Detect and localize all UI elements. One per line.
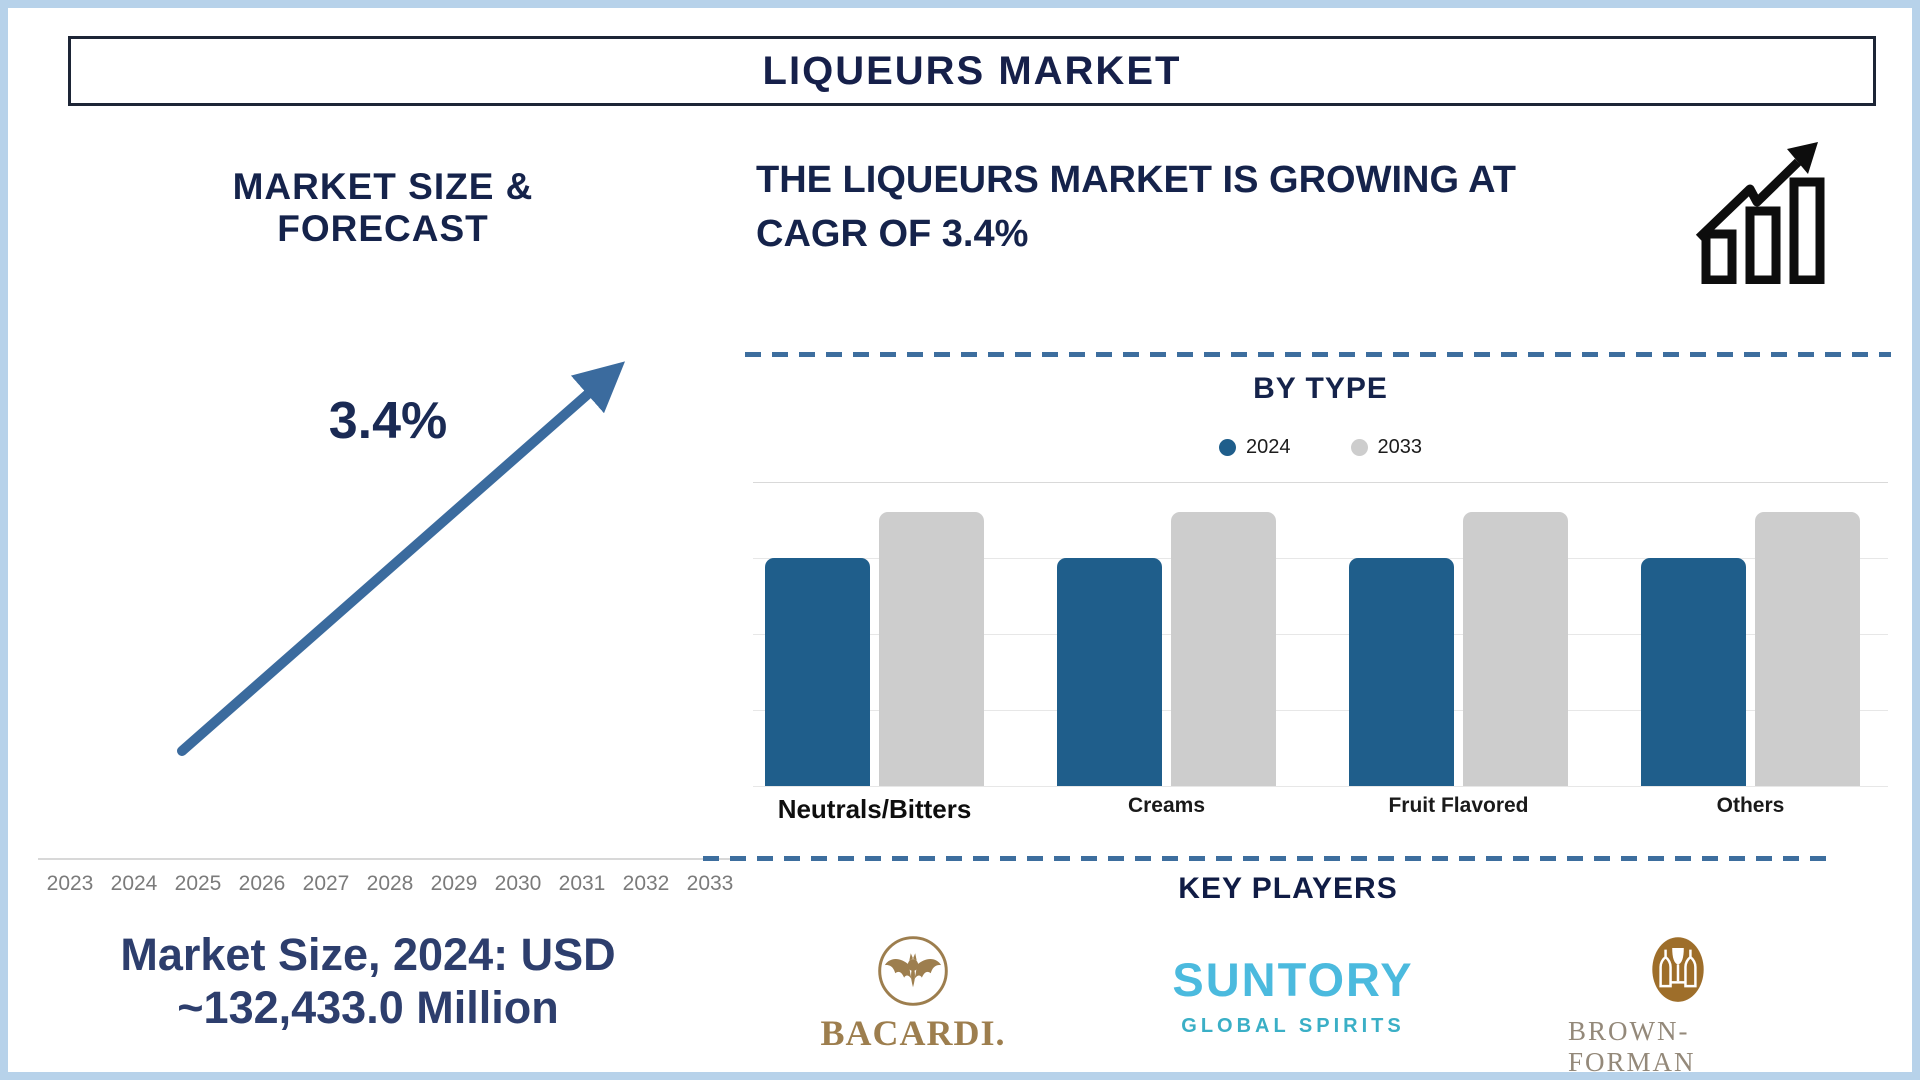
growth-chart-icon (1695, 142, 1825, 284)
year-label: 2027 (302, 872, 350, 895)
gridline (753, 634, 1888, 635)
year-label: 2024 (110, 872, 158, 895)
title-box: LIQUEURS MARKET (68, 36, 1876, 106)
by-type-groups (753, 482, 1888, 786)
legend-label: 2024 (1246, 436, 1291, 458)
bacardi-wordmark: BACARDI. (820, 1013, 1006, 1053)
year-label: 2023 (46, 872, 94, 895)
by-type-bar-2024 (1349, 558, 1454, 786)
by-type-bar-2033 (879, 512, 984, 786)
legend-item-2033: 2033 (1350, 436, 1423, 459)
market-size-bars (38, 396, 742, 860)
legend-label: 2033 (1377, 436, 1423, 458)
by-type-bar-2033 (1463, 512, 1568, 786)
brown-forman-wordmark: BROWN-FORMAN (1568, 1016, 1696, 1077)
market-size-caption: Market Size, 2024: USD ~132,433.0 Millio… (33, 928, 703, 1034)
key-players-title: KEY PLAYERS (1178, 872, 1398, 905)
by-type-group (765, 482, 984, 786)
legend-item-2024: 2024 (1219, 436, 1291, 459)
growth-headline-line2: CAGR OF 3.4% (756, 212, 1029, 255)
year-label: 2032 (622, 872, 670, 895)
dashed-divider-bottom (703, 856, 1828, 861)
bat-emblem-icon (878, 936, 948, 1006)
by-type-bar-2033 (1171, 512, 1276, 786)
by-type-bar-2024 (765, 558, 870, 786)
year-label: 2030 (494, 872, 542, 895)
legend-dot (1219, 439, 1236, 456)
year-label: 2029 (430, 872, 478, 895)
by-type-group (1349, 482, 1568, 786)
by-type-category-label: Neutrals/Bitters (777, 794, 972, 824)
year-label: 2026 (238, 872, 286, 895)
market-size-caption-line2: ~132,433.0 Million (177, 982, 559, 1034)
year-label: 2033 (686, 872, 734, 895)
market-size-section-title: MARKET SIZE & FORECAST (232, 166, 534, 249)
gridline (753, 710, 1888, 711)
legend-dot (1350, 439, 1368, 456)
gridline (753, 558, 1888, 559)
by-type-bar-2033 (1755, 512, 1860, 786)
cagr-label: 3.4% (328, 392, 448, 450)
market-size-caption-line1: Market Size, 2024: USD (120, 929, 616, 980)
by-type-labels: Neutrals/Bitters Creams Fruit Flavored Othe… (753, 794, 1888, 825)
year-label: 2031 (558, 872, 606, 895)
market-size-years: 2023 2024 2025 2026 2027 2028 2029 2030 2031 2032… (38, 872, 742, 896)
by-type-bar-2024 (1057, 558, 1162, 786)
page-title: LIQUEURS MARKET (762, 48, 1182, 93)
by-type-plot (753, 482, 1888, 787)
gridline (753, 482, 1888, 483)
bacardi-logo: BACARDI. (798, 934, 1028, 1054)
bottle-and-glass-emblem-icon (1652, 937, 1704, 1002)
growth-headline-line1: THE LIQUEURS MARKET IS GROWING AT (756, 159, 1516, 201)
dashed-divider-top (745, 352, 1891, 357)
year-label: 2025 (174, 872, 222, 895)
brown-forman-logo: BROWN-FORMAN (1568, 934, 1788, 1077)
by-type-bar-2024 (1641, 558, 1746, 786)
by-type-legend: 2024 2033 (753, 436, 1888, 459)
suntory-logo: SUNTORY GLOBAL SPIRITS (1138, 952, 1448, 1038)
by-type-group (1641, 482, 1860, 786)
gridline (753, 786, 1888, 787)
by-type-title: BY TYPE (1253, 372, 1388, 405)
by-type-category-label: Fruit Flavored (1388, 794, 1529, 817)
growth-headline: THE LIQUEURS MARKET IS GROWING AT CAGR O… (756, 154, 1706, 262)
by-type-group (1057, 482, 1276, 786)
suntory-subtext: GLOBAL SPIRITS (1181, 1015, 1405, 1037)
by-type-category-label: Creams (1127, 794, 1206, 817)
year-label: 2028 (366, 872, 414, 895)
by-type-category-label: Others (1716, 794, 1785, 817)
suntory-wordmark: SUNTORY (1172, 953, 1414, 1006)
